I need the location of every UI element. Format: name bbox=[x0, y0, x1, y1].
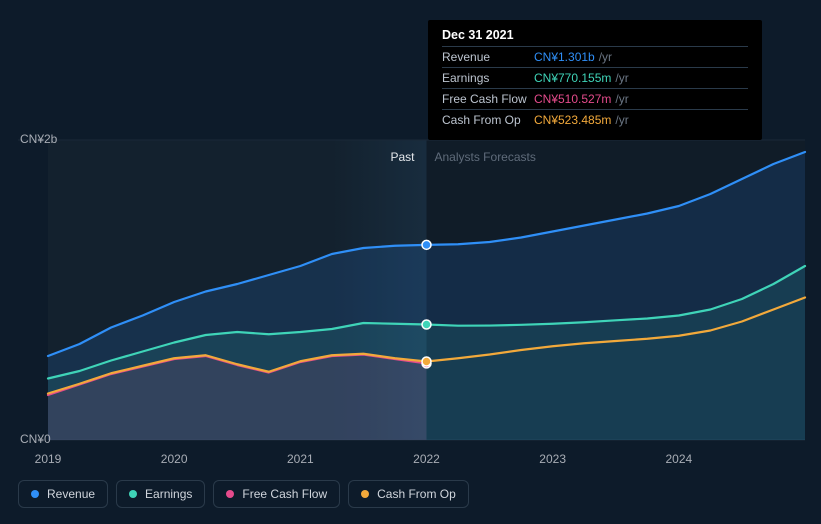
y-tick-label: CN¥2b bbox=[20, 132, 57, 146]
tooltip-row: Cash From OpCN¥523.485m/yr bbox=[442, 109, 748, 130]
legend-item-earnings[interactable]: Earnings bbox=[116, 480, 205, 508]
forecast-label: Analysts Forecasts bbox=[435, 150, 536, 164]
y-tick-label: CN¥0 bbox=[20, 432, 51, 446]
tooltip-row-label: Earnings bbox=[442, 71, 534, 85]
chart-container: CN¥0CN¥2b 201920202021202220232024 Past … bbox=[0, 0, 821, 524]
tooltip-row-value: CN¥523.485m bbox=[534, 113, 611, 127]
x-tick-label: 2021 bbox=[287, 452, 314, 466]
legend-item-label: Revenue bbox=[47, 487, 95, 501]
tooltip-row-unit: /yr bbox=[615, 113, 628, 127]
tooltip-row-unit: /yr bbox=[599, 50, 612, 64]
tooltip-row-value: CN¥510.527m bbox=[534, 92, 611, 106]
tooltip-row-value: CN¥1.301b bbox=[534, 50, 595, 64]
x-tick-label: 2019 bbox=[35, 452, 62, 466]
x-tick-label: 2022 bbox=[413, 452, 440, 466]
legend-item-cfo[interactable]: Cash From Op bbox=[348, 480, 469, 508]
tooltip-row-unit: /yr bbox=[615, 92, 628, 106]
legend-dot-icon bbox=[361, 490, 369, 498]
x-tick-label: 2023 bbox=[539, 452, 566, 466]
tooltip-row-value: CN¥770.155m bbox=[534, 71, 611, 85]
legend-dot-icon bbox=[226, 490, 234, 498]
tooltip-title: Dec 31 2021 bbox=[442, 28, 748, 42]
legend-item-label: Free Cash Flow bbox=[242, 487, 327, 501]
tooltip-row-label: Cash From Op bbox=[442, 113, 534, 127]
tooltip-row: Free Cash FlowCN¥510.527m/yr bbox=[442, 88, 748, 109]
tooltip-row-unit: /yr bbox=[615, 71, 628, 85]
tooltip: Dec 31 2021 RevenueCN¥1.301b/yrEarningsC… bbox=[428, 20, 762, 140]
tooltip-row-label: Revenue bbox=[442, 50, 534, 64]
legend-item-fcf[interactable]: Free Cash Flow bbox=[213, 480, 340, 508]
tooltip-row: EarningsCN¥770.155m/yr bbox=[442, 67, 748, 88]
x-tick-label: 2020 bbox=[161, 452, 188, 466]
legend-item-label: Earnings bbox=[145, 487, 192, 501]
legend-item-label: Cash From Op bbox=[377, 487, 456, 501]
legend: Revenue Earnings Free Cash Flow Cash From O… bbox=[18, 480, 469, 508]
legend-item-revenue[interactable]: Revenue bbox=[18, 480, 108, 508]
legend-dot-icon bbox=[31, 490, 39, 498]
legend-dot-icon bbox=[129, 490, 137, 498]
tooltip-row-label: Free Cash Flow bbox=[442, 92, 534, 106]
x-tick-label: 2024 bbox=[665, 452, 692, 466]
tooltip-row: RevenueCN¥1.301b/yr bbox=[442, 46, 748, 67]
past-label: Past bbox=[391, 150, 415, 164]
